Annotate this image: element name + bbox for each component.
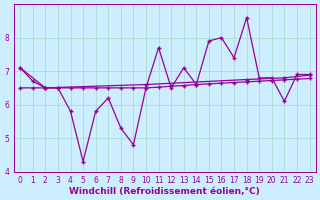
X-axis label: Windchill (Refroidissement éolien,°C): Windchill (Refroidissement éolien,°C) [69, 187, 260, 196]
